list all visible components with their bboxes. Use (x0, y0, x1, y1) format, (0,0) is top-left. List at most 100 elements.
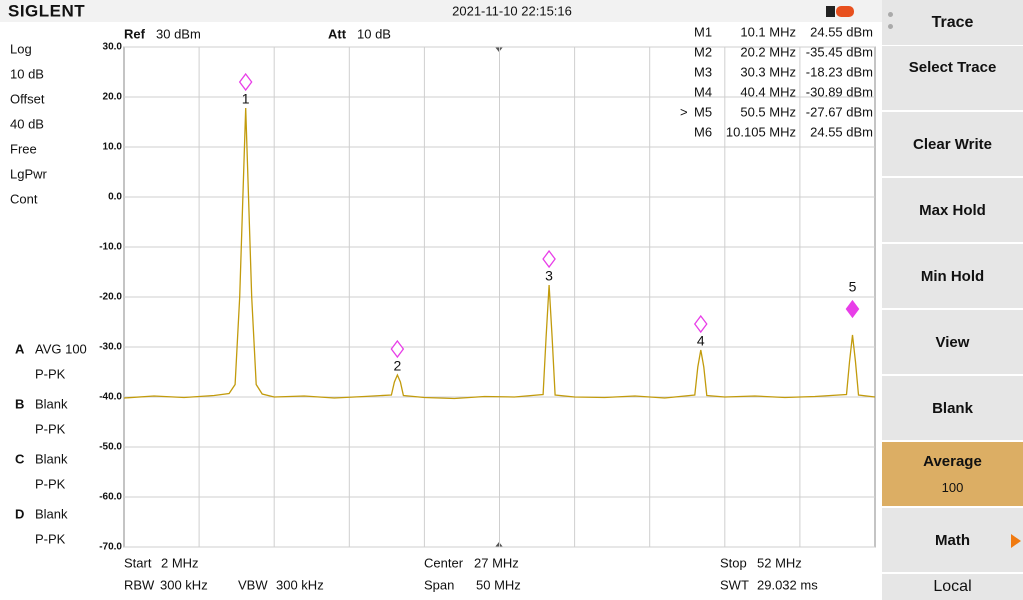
marker-amp: -18.23 dBm (806, 64, 873, 79)
marker-amp: -27.67 dBm (806, 104, 873, 119)
footer-value: 52 MHz (757, 555, 802, 570)
y-tick-label: -70.0 (99, 542, 122, 553)
grip-dot (888, 24, 893, 29)
menu-button[interactable]: Min Hold (882, 244, 1023, 308)
footer-label: Span (424, 577, 454, 592)
marker-name: M1 (694, 24, 712, 39)
trace-mode: Blank (35, 396, 68, 411)
y-tick-label: -20.0 (99, 292, 122, 303)
marker-name: M4 (694, 84, 712, 99)
setting: LgPwr (10, 166, 48, 181)
marker-label: 1 (242, 91, 250, 107)
footer-value: 27 MHz (474, 555, 519, 570)
y-tick-label: -60.0 (99, 492, 122, 503)
trace-line (123, 107, 876, 400)
button-label: Max Hold (919, 201, 986, 219)
menu-button[interactable]: Math (882, 508, 1023, 572)
att-value: 10 dB (357, 26, 391, 41)
setting: Cont (10, 191, 38, 206)
usb-icon (836, 6, 854, 17)
footer-label: VBW (238, 577, 268, 592)
trace-mode: AVG 100 (35, 341, 87, 356)
marker-freq: 10.105 MHz (726, 124, 796, 139)
marker-diamond (542, 249, 556, 269)
footer-value: 29.032 ms (757, 577, 818, 592)
setting: Log (10, 41, 32, 56)
marker-diamond (238, 72, 253, 92)
ref-label: Ref (124, 26, 146, 41)
marker-label: 2 (393, 358, 401, 374)
button-label: Clear Write (913, 135, 992, 153)
y-tick-label: 30.0 (103, 42, 123, 53)
footer-value: 50 MHz (476, 577, 521, 592)
menu-button[interactable]: Clear Write (882, 112, 1023, 176)
trace-letter: C (15, 451, 25, 466)
top-bar (0, 0, 882, 22)
y-tick-label: -30.0 (99, 342, 122, 353)
menu-button[interactable]: Blank (882, 376, 1023, 440)
setting: 10 dB (10, 66, 44, 81)
marker-name: M6 (694, 124, 712, 139)
button-label: Min Hold (920, 267, 985, 285)
button-label: Blank (932, 399, 973, 417)
marker-freq: 20.2 MHz (740, 44, 796, 59)
marker-freq: 50.5 MHz (740, 104, 796, 119)
setting: Free (10, 141, 37, 156)
footer-label: Start (124, 555, 152, 570)
trace-letter: B (15, 396, 24, 411)
menu-button[interactable]: View (882, 310, 1023, 374)
trace-detector: P-PK (35, 421, 66, 436)
footer-label: RBW (124, 577, 155, 592)
menu-title: Trace (882, 0, 1023, 45)
submenu-arrow (1011, 534, 1021, 548)
marker-diamond (693, 314, 708, 334)
trace-mode: Blank (35, 451, 68, 466)
trace-detector: P-PK (35, 476, 66, 491)
marker-label: 4 (697, 333, 705, 349)
marker-amp: -35.45 dBm (806, 44, 873, 59)
footer-label: Stop (720, 555, 747, 570)
y-tick-label: -40.0 (99, 392, 122, 403)
marker-label: 5 (849, 279, 857, 295)
select-trace-label: Select Trace (908, 59, 997, 76)
marker-name: M5 (694, 104, 712, 119)
button-value: 100 (941, 480, 964, 495)
footer-value: 300 kHz (276, 577, 324, 592)
marker-diamond (845, 299, 860, 319)
button-label: View (935, 333, 970, 351)
trace-detector: P-PK (35, 531, 66, 546)
marker-amp: 24.55 dBm (810, 24, 873, 39)
footer-value: 300 kHz (160, 577, 208, 592)
select-trace[interactable]: Select TraceABCD (882, 46, 1023, 151)
footer-label: SWT (720, 577, 749, 592)
status: Local (882, 574, 1023, 600)
marker-diamond (390, 339, 405, 359)
y-tick-label: 10.0 (103, 142, 123, 153)
brand: SIGLENT (8, 1, 85, 20)
y-tick-label: -50.0 (99, 442, 122, 453)
trace-letter: D (15, 506, 24, 521)
menu-button[interactable]: Max Hold (882, 178, 1023, 242)
menu-button[interactable]: Average 100 (882, 442, 1023, 506)
marker-name: M3 (694, 64, 712, 79)
att-label: Att (328, 26, 347, 41)
marker-freq: 30.3 MHz (740, 64, 796, 79)
button-label: Math (935, 531, 970, 549)
marker-pointer: > (680, 104, 688, 119)
setting: 40 dB (10, 116, 44, 131)
datetime: 2021-11-10 22:15:16 (452, 3, 572, 18)
grip-dot (888, 12, 893, 17)
status-icon (826, 6, 835, 17)
setting: Offset (10, 91, 45, 106)
footer-label: Center (424, 555, 464, 570)
marker-freq: 10.1 MHz (740, 24, 796, 39)
y-tick-label: 0.0 (108, 192, 122, 203)
footer-value: 2 MHz (161, 555, 199, 570)
button-label: Average (923, 453, 982, 470)
trace-detector: P-PK (35, 366, 66, 381)
y-tick-label: 20.0 (103, 92, 123, 103)
marker-label: 3 (545, 268, 553, 284)
trace-letter: A (15, 341, 25, 356)
